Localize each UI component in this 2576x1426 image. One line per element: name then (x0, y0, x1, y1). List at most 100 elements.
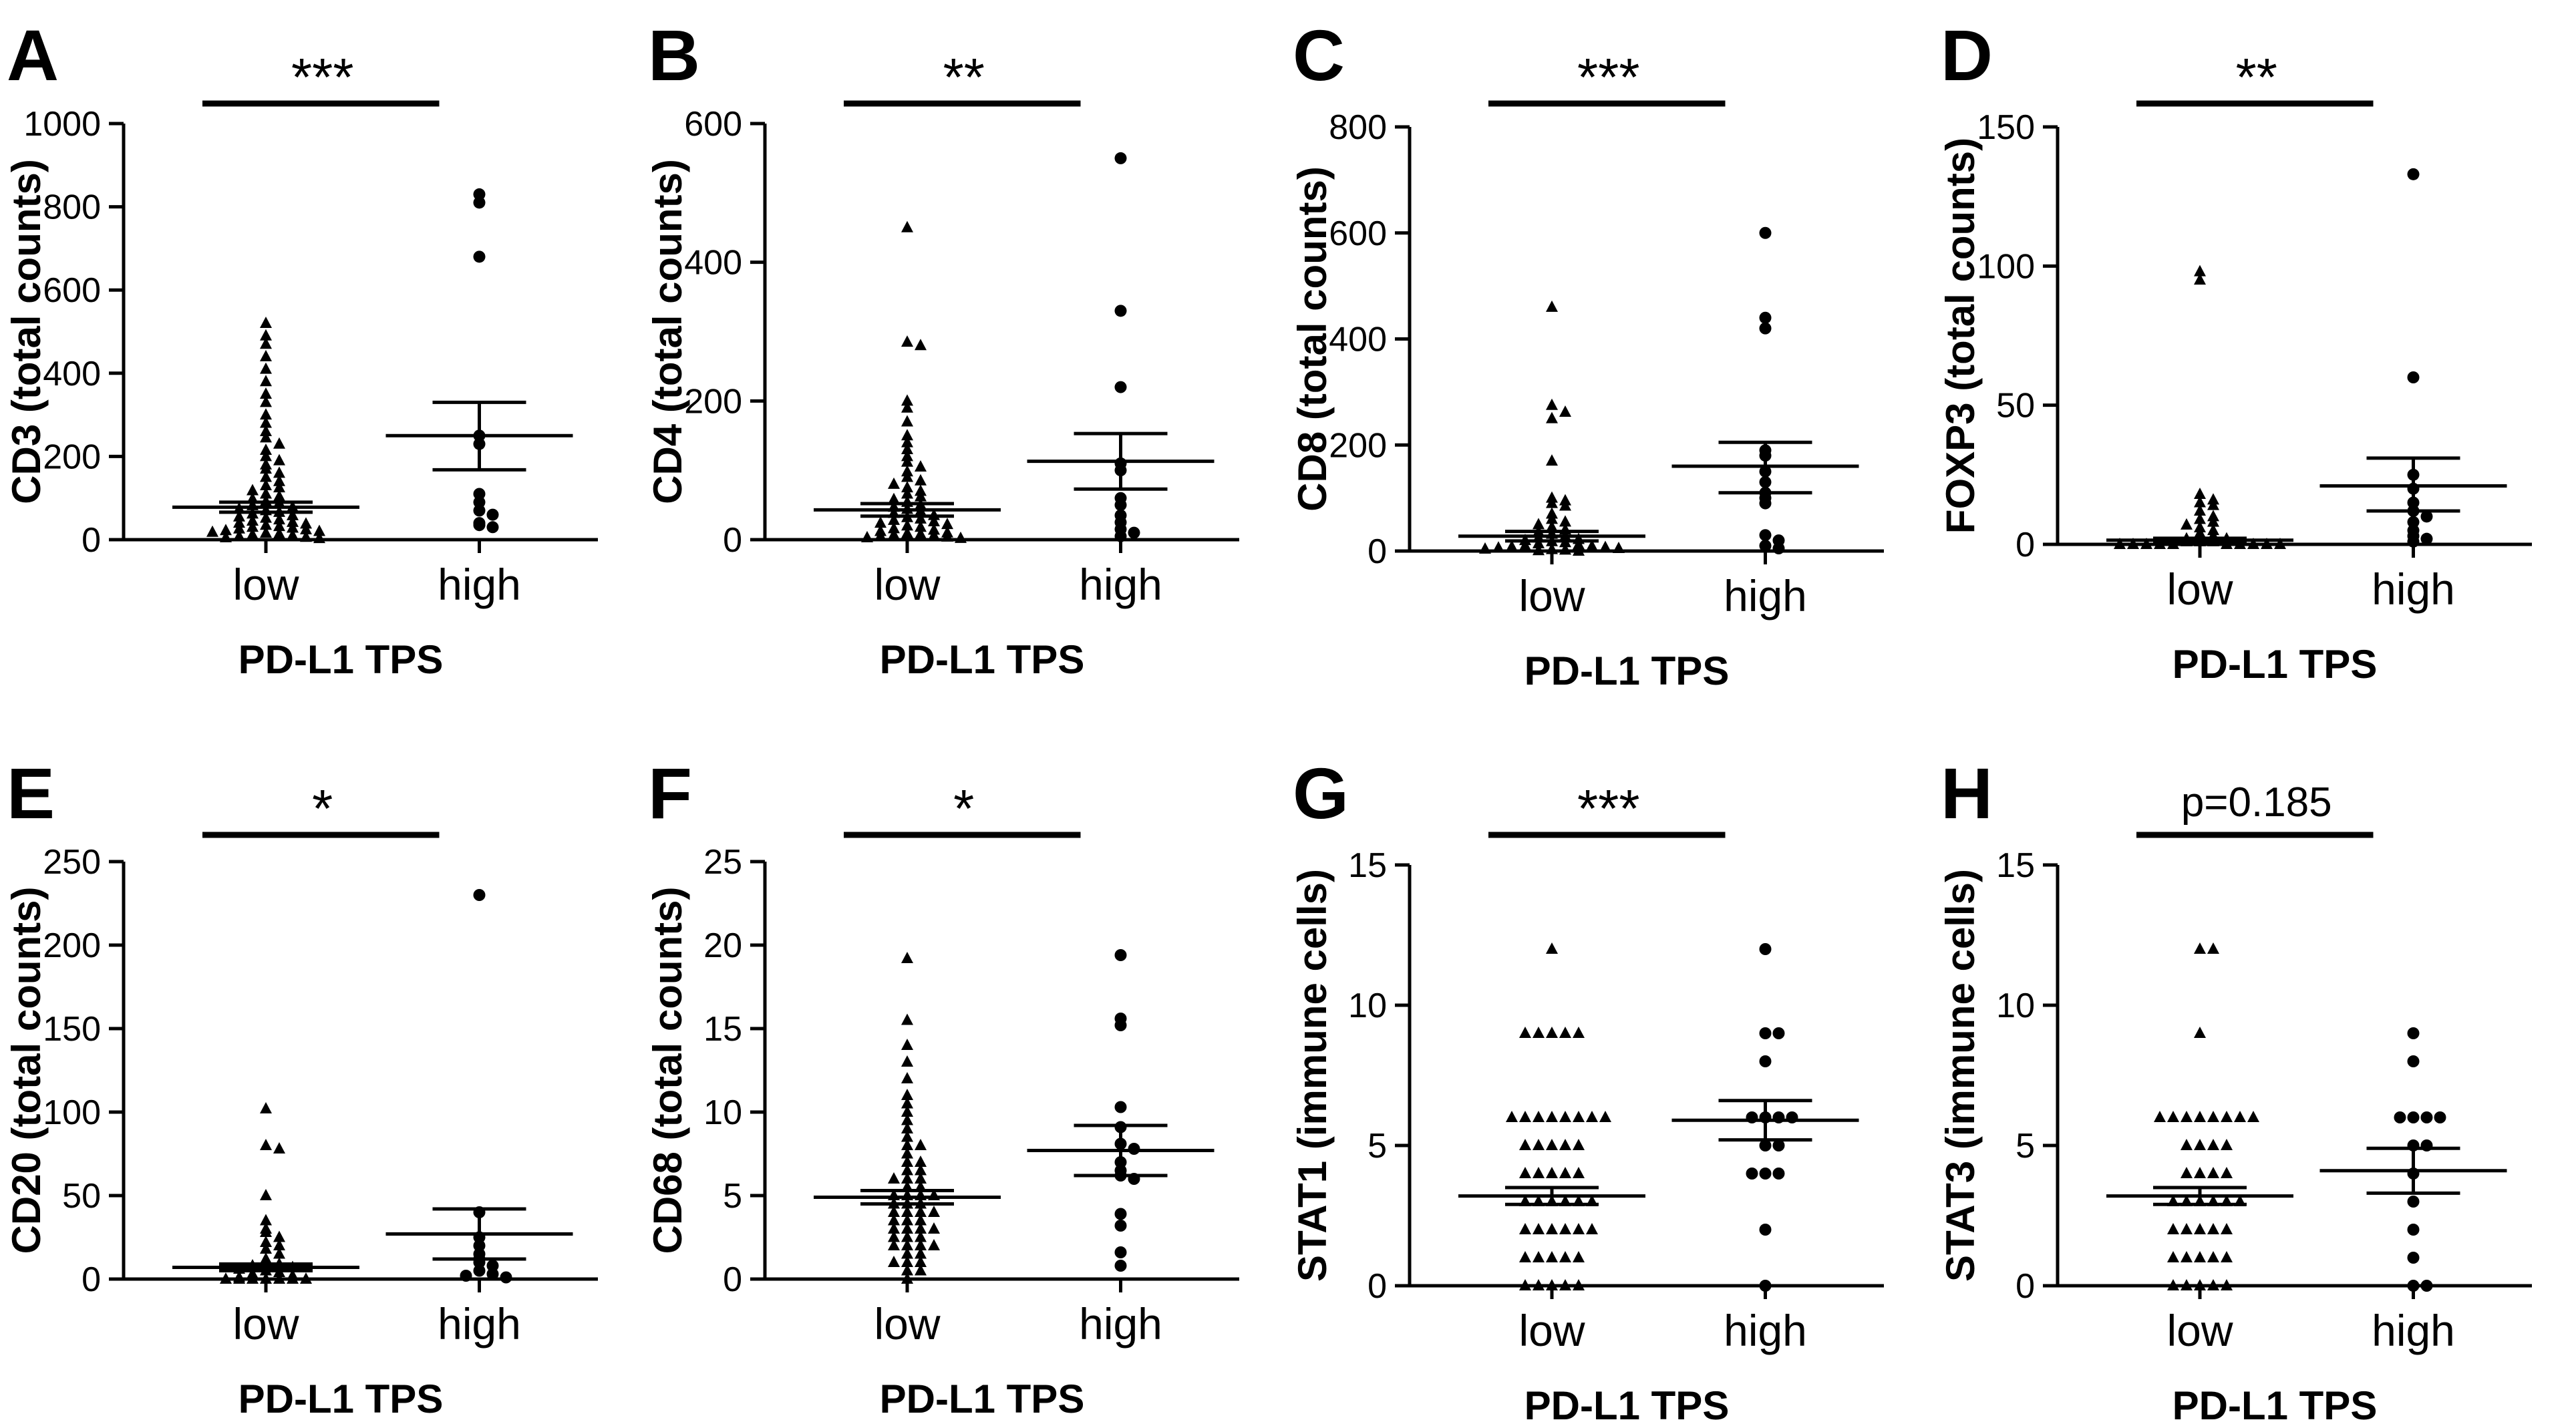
series-high (1671, 226, 1859, 555)
data-point-triangle (928, 1206, 940, 1217)
data-point-triangle (2181, 1139, 2193, 1150)
data-point-triangle (901, 1155, 913, 1167)
data-point-circle (1759, 497, 1772, 510)
y-tick-label: 200 (1329, 426, 1387, 465)
data-point-triangle (2207, 1111, 2219, 1122)
data-point-triangle (1546, 496, 1558, 508)
y-tick-label: 100 (43, 1093, 101, 1132)
data-point-triangle (1586, 1223, 1598, 1234)
data-point-circle (473, 488, 486, 500)
series-high (385, 188, 573, 534)
data-point-triangle (901, 394, 913, 406)
y-axis-title: CD3 (total counts) (4, 159, 49, 504)
y-tick-label: 0 (723, 1260, 742, 1299)
data-point-triangle (2194, 1223, 2206, 1234)
data-point-triangle (915, 527, 927, 539)
data-point-triangle (313, 524, 325, 536)
y-tick-label: 0 (82, 1260, 101, 1299)
significance-stars: *** (291, 47, 353, 107)
data-point-circle (473, 496, 486, 508)
panel-c: C 0 200 400 600 800 low high PD-L1 TPS CD8 (total… (1290, 15, 1884, 693)
x-tick-label: high (1724, 571, 1807, 620)
data-point-triangle (1573, 544, 1585, 556)
data-point-triangle (901, 519, 913, 531)
y-tick-label: 600 (1329, 214, 1387, 253)
data-point-triangle (901, 481, 913, 493)
data-point-triangle (260, 443, 272, 456)
data-point-triangle (260, 1139, 272, 1150)
data-point-triangle (928, 1239, 940, 1250)
y-tick-label: 15 (1348, 846, 1387, 885)
data-point-triangle (2167, 1111, 2179, 1122)
data-point-triangle (273, 466, 285, 478)
data-point-triangle (1586, 1111, 1598, 1122)
y-tick-label: 50 (62, 1177, 101, 1216)
data-point-triangle (1559, 405, 1571, 417)
y-tick-label: 20 (703, 926, 742, 965)
data-point-triangle (915, 1172, 927, 1184)
data-point-circle (1759, 1168, 1772, 1180)
data-point-triangle (955, 531, 967, 543)
data-point-circle (486, 521, 499, 534)
data-point-triangle (2194, 1251, 2206, 1262)
series-low (172, 317, 359, 544)
data-point-triangle (901, 470, 913, 482)
data-point-triangle (220, 524, 232, 536)
data-point-circle (1759, 1224, 1772, 1236)
y-tick-label: 600 (684, 105, 742, 144)
data-point-triangle (1519, 1223, 1531, 1234)
data-point-circle (486, 1268, 499, 1280)
data-point-triangle (273, 474, 285, 486)
data-point-triangle (2194, 504, 2206, 516)
data-point-triangle (901, 1139, 913, 1150)
y-tick-label: 400 (684, 244, 742, 283)
y-tick-label: 200 (43, 926, 101, 965)
y-tick-label: 50 (1996, 387, 2035, 425)
x-tick-label: high (438, 560, 521, 609)
data-point-triangle (2181, 1223, 2193, 1234)
data-point-triangle (901, 435, 913, 448)
data-point-triangle (941, 518, 953, 530)
x-tick-label: low (1518, 571, 1585, 620)
data-point-triangle (260, 395, 272, 407)
data-point-circle (1772, 1139, 1785, 1151)
data-point-triangle (928, 1222, 940, 1234)
data-point-triangle (260, 329, 272, 341)
panel-e: E 0 50 100 150 200 250 low high PD-L1 TPS CD20 (to… (4, 753, 598, 1421)
data-point-circle (1759, 1280, 1772, 1292)
data-point-circle (2394, 1111, 2406, 1123)
data-point-triangle (260, 317, 272, 329)
data-point-triangle (260, 1102, 272, 1113)
data-point-triangle (260, 362, 272, 374)
data-point-triangle (2221, 1223, 2233, 1234)
data-point-triangle (2181, 518, 2193, 530)
data-point-circle (2407, 1280, 2420, 1292)
data-point-triangle (901, 1089, 913, 1100)
data-point-triangle (915, 520, 927, 532)
series-low (172, 1102, 359, 1284)
panel-letter: D (1941, 15, 1993, 96)
y-axis-title: STAT3 (immune cells) (1938, 869, 1983, 1282)
p-value-label: p=0.185 (2181, 779, 2332, 826)
data-point-triangle (2181, 1279, 2193, 1290)
data-point-circle (473, 1264, 486, 1277)
y-tick-label: 15 (1996, 846, 2035, 885)
data-point-triangle (901, 1147, 913, 1159)
data-point-triangle (1573, 1279, 1585, 1290)
data-point-circle (2407, 1111, 2420, 1123)
data-point-triangle (1573, 1223, 1585, 1234)
data-point-triangle (1519, 539, 1531, 551)
data-point-triangle (2194, 273, 2206, 285)
panel-g: G 0 5 10 15 low high PD-L1 TPS STAT1 (immune cel… (1290, 753, 1884, 1426)
data-point-triangle (2247, 1111, 2259, 1122)
y-tick-label: 600 (43, 271, 101, 310)
data-point-triangle (273, 437, 285, 449)
x-axis-title: PD-L1 TPS (2172, 1383, 2378, 1426)
data-point-triangle (1559, 1223, 1571, 1234)
data-point-triangle (2127, 538, 2139, 549)
data-point-triangle (300, 530, 312, 542)
data-point-triangle (1559, 515, 1571, 527)
y-axis-title: CD8 (total counts) (1290, 166, 1335, 512)
data-point-triangle (888, 1256, 900, 1267)
data-point-triangle (901, 1055, 913, 1067)
